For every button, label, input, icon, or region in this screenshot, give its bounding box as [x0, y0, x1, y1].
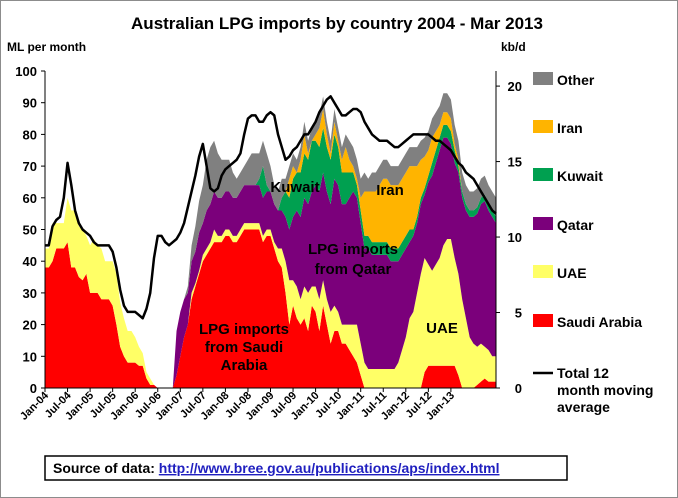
- area-saudi-arabia: [45, 229, 496, 388]
- y2-tick-label: 0: [515, 381, 522, 396]
- annotation-label: Arabia: [221, 357, 268, 374]
- y2-tick-label: 15: [508, 155, 522, 170]
- y-tick-label: 60: [23, 191, 37, 206]
- legend-label-moving-average: month moving: [557, 382, 653, 398]
- annotation-label: Iran: [376, 182, 404, 199]
- y-tick-label: 70: [23, 159, 37, 174]
- y2-tick-label: 10: [508, 230, 522, 245]
- legend-label-moving-average: average: [557, 399, 610, 415]
- annotation-label: Kuwait: [270, 179, 319, 196]
- source-label: Source of data:: [53, 460, 159, 476]
- legend-swatch-other: [533, 72, 553, 85]
- area-other: [45, 93, 496, 388]
- y-tick-label: 100: [15, 64, 37, 79]
- y-tick-labels: 0 10 20 30 40 50 60 70 80 90 100: [15, 64, 37, 396]
- moving-average-line-series: [45, 95, 497, 320]
- source-box: [44, 455, 568, 481]
- legend-label-qatar: Qatar: [557, 217, 594, 233]
- y-tick-label: 40: [23, 254, 37, 269]
- y-axis-label: ML per month: [7, 40, 86, 54]
- y-tick-label: 50: [23, 223, 37, 238]
- stacked-area-series: [45, 93, 496, 388]
- legend-swatch-kuwait: [533, 168, 553, 181]
- y-tick-label: 80: [23, 127, 37, 142]
- legend-swatch-saudi-arabia: [533, 314, 553, 327]
- legend-swatch-uae: [533, 265, 553, 278]
- legend: Other Iran Kuwait Qatar UAE Saudi Arabia Total…: [533, 72, 653, 415]
- legend-label-uae: UAE: [557, 265, 587, 281]
- y-tick-label: 0: [30, 381, 37, 396]
- y-tick-label: 90: [23, 96, 37, 111]
- annotation-label: LPG imports: [308, 241, 398, 258]
- legend-label-kuwait: Kuwait: [557, 168, 603, 184]
- y-tick-label: 10: [23, 349, 37, 364]
- chart-title: Australian LPG imports by country 2004 -…: [131, 14, 543, 33]
- legend-label-other: Other: [557, 72, 595, 88]
- y2-tick-label: 20: [508, 79, 522, 94]
- legend-swatch-iran: [533, 120, 553, 133]
- chart-annotations: Kuwait Iran LPG imports from Qatar LPG impor…: [199, 179, 458, 374]
- line-total-moving-average: [45, 95, 497, 320]
- y2-tick-label: 5: [515, 306, 522, 321]
- annotation-label: LPG imports: [199, 321, 289, 338]
- annotation-label: UAE: [426, 320, 458, 337]
- legend-label-moving-average: Total 12: [557, 365, 609, 381]
- y-tick-label: 30: [23, 286, 37, 301]
- source-text: Source of data: http://www.bree.gov.au/p…: [53, 460, 500, 476]
- legend-label-iran: Iran: [557, 120, 583, 136]
- source-link[interactable]: http://www.bree.gov.au/publications/aps/…: [159, 460, 500, 476]
- annotation-label: from Qatar: [315, 261, 392, 278]
- x-tick-labels: Jan-04Jul-04Jan-05Jul-05Jan-06Jul-06Jan-…: [18, 389, 457, 423]
- legend-swatch-qatar: [533, 217, 553, 230]
- legend-label-saudi-arabia: Saudi Arabia: [557, 314, 642, 330]
- y2-tick-labels: 0 5 10 15 20: [508, 79, 522, 396]
- y2-axis-label: kb/d: [501, 40, 526, 54]
- y-tick-label: 20: [23, 318, 37, 333]
- annotation-label: from Saudi: [205, 339, 283, 356]
- area-uae: [45, 197, 496, 388]
- area-qatar: [45, 137, 496, 388]
- axes: [41, 70, 500, 392]
